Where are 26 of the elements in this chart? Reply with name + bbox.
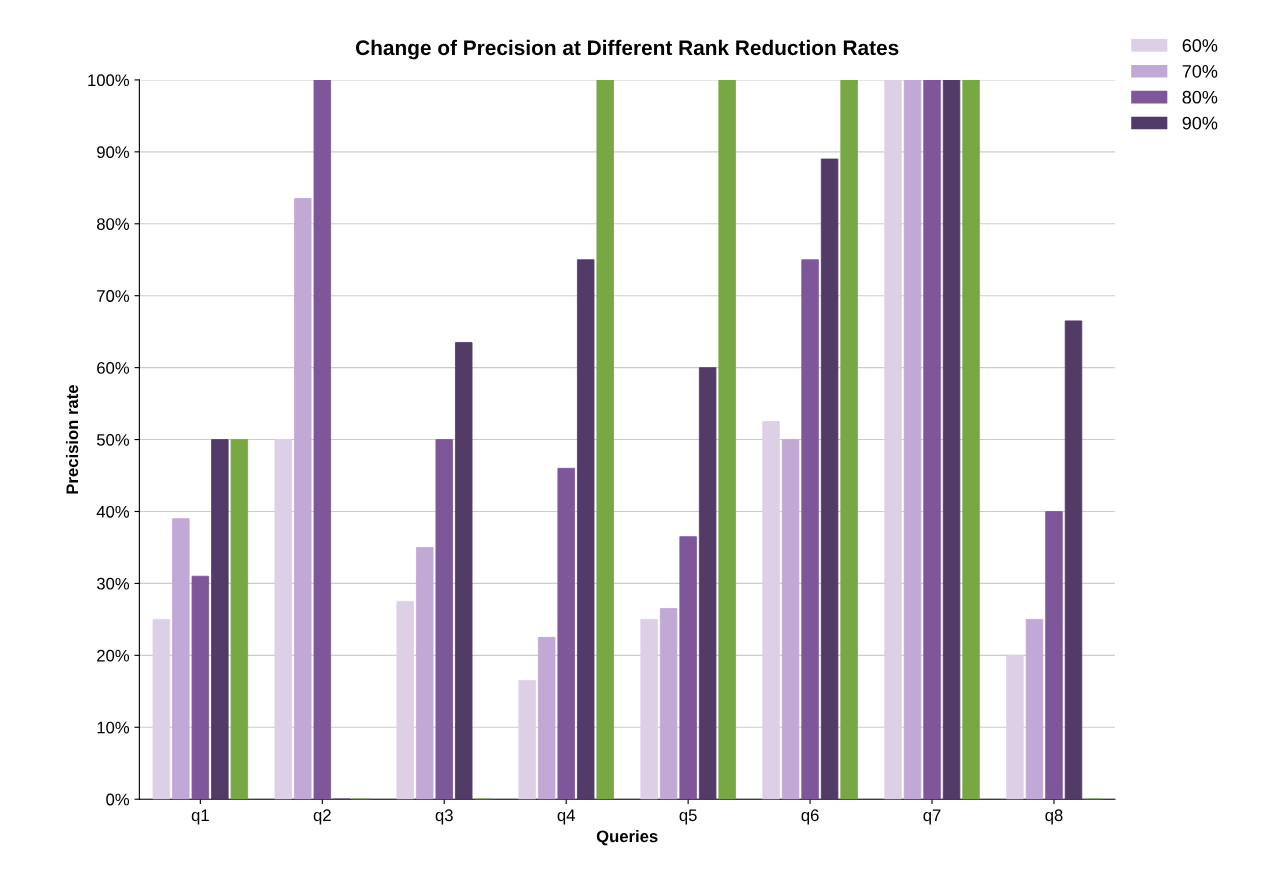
y-tick-label: 60%: [97, 362, 130, 374]
x-tick-label: q5: [679, 809, 697, 825]
y-tick-label: 80%: [97, 218, 130, 230]
y-tick-label: 70%: [97, 290, 130, 302]
x-axis-title: Queries: [596, 830, 658, 846]
x-tick-label: q7: [923, 809, 941, 825]
y-tick-label: 100%: [88, 74, 130, 87]
x-tick-label: q1: [191, 809, 209, 825]
legend-label: 70%: [1182, 64, 1218, 78]
y-axis-title: Precision rate: [65, 385, 79, 494]
y-tick-label: 30%: [96, 577, 130, 590]
y-tick-label: 0%: [106, 793, 130, 806]
x-tick-label: q2: [313, 809, 331, 825]
y-tick-label: 50%: [96, 433, 130, 446]
chart-title: Change of Precision at Different Rank Reduction Rates: [356, 39, 899, 60]
legend-label: 60%: [1182, 39, 1218, 52]
y-tick-label: 40%: [96, 505, 130, 518]
x-tick-label: q8: [1045, 809, 1063, 825]
y-tick-label: 10%: [97, 721, 130, 734]
legend-label: 90%: [1182, 116, 1218, 130]
legend-label: 80%: [1182, 90, 1218, 104]
y-tick-label: 90%: [97, 146, 130, 159]
x-tick-label: q4: [557, 809, 575, 825]
x-tick-label: q3: [435, 809, 453, 825]
y-tick-label: 20%: [97, 649, 130, 662]
x-tick-label: q6: [801, 809, 819, 825]
